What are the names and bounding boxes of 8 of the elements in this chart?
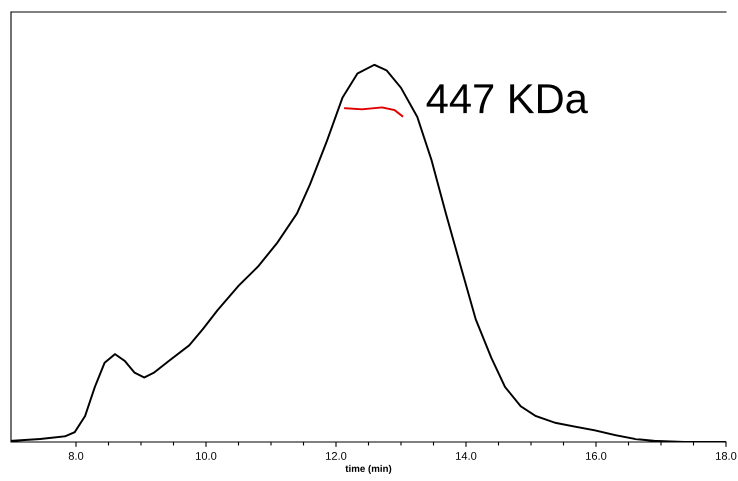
annotation: 447 KDa bbox=[426, 84, 588, 114]
x-tick-label: 12.0 bbox=[326, 452, 346, 460]
x-tick-label: 10.0 bbox=[196, 452, 216, 460]
x-tick-label: 8.0 bbox=[68, 452, 84, 460]
x-axis-title: time (min) bbox=[345, 464, 392, 474]
x-tick-label: 14.0 bbox=[456, 452, 476, 460]
x-tick-label: 16.0 bbox=[586, 452, 606, 460]
x-tick-label: 18.0 bbox=[716, 452, 736, 460]
